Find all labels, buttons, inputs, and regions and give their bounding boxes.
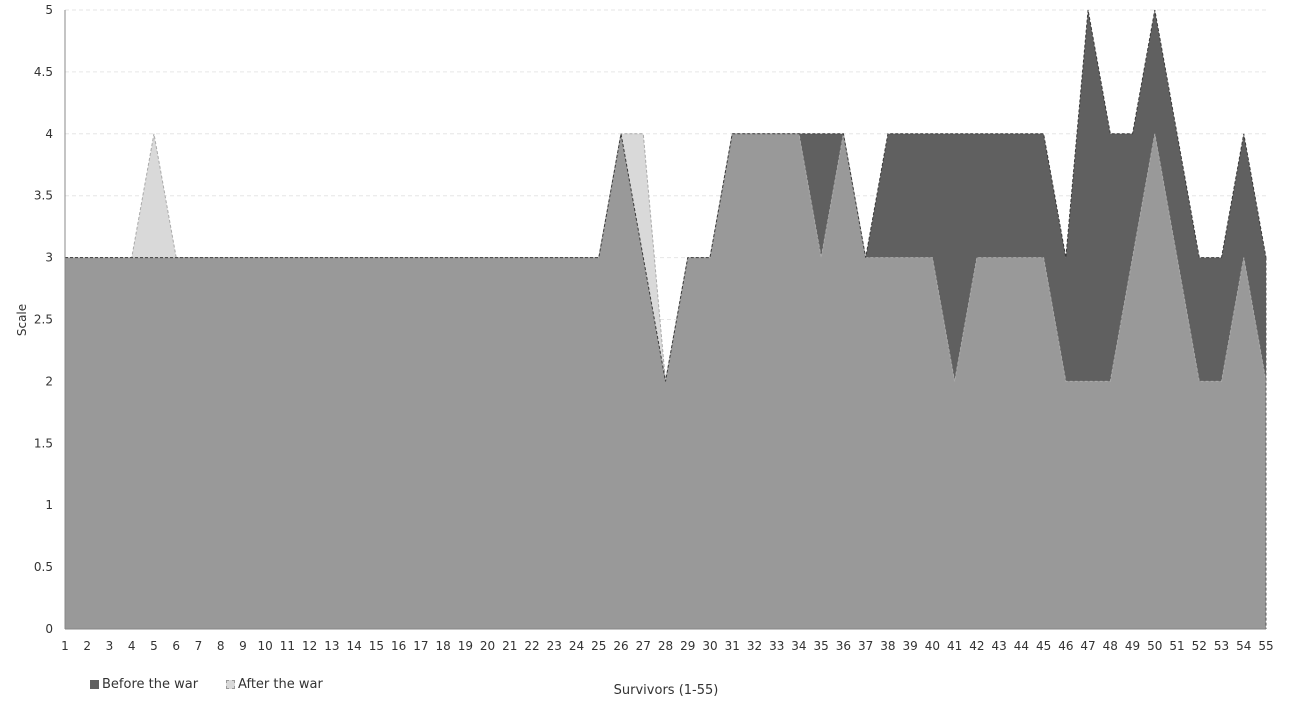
- legend-swatch-before: [90, 680, 99, 689]
- x-tick-label: 47: [1080, 639, 1095, 653]
- x-tick-label: 1: [61, 639, 69, 653]
- y-tick-label: 0: [45, 622, 53, 636]
- chart-axes: [64, 10, 1266, 630]
- x-tick-label: 38: [880, 639, 895, 653]
- x-tick-label: 11: [280, 639, 295, 653]
- y-tick-label: 5: [45, 3, 53, 17]
- x-tick-label: 41: [947, 639, 962, 653]
- x-tick-label: 48: [1103, 639, 1118, 653]
- y-axis-label: Scale: [15, 303, 29, 337]
- x-tick-label: 36: [836, 639, 851, 653]
- x-tick-label: 18: [435, 639, 450, 653]
- x-tick-label: 22: [524, 639, 539, 653]
- line-before-the-war: [65, 9, 1267, 382]
- y-tick-label: 1.5: [34, 436, 53, 450]
- x-tick-label: 45: [1036, 639, 1051, 653]
- x-tick-label: 44: [1014, 639, 1029, 653]
- x-tick-label: 9: [239, 639, 247, 653]
- x-tick-label: 55: [1258, 639, 1273, 653]
- legend-item-before[interactable]: Before the war: [90, 677, 198, 692]
- x-tick-label: 10: [258, 639, 273, 653]
- x-axis-label: Survivors (1-55): [613, 683, 719, 698]
- x-tick-label: 35: [814, 639, 829, 653]
- x-tick-label: 6: [172, 639, 180, 653]
- x-tick-label: 50: [1147, 639, 1162, 653]
- x-tick-label: 15: [369, 639, 384, 653]
- x-tick-labels: 1 2 3 4 5 6 7 8 9 10 11 12 13 14 15 16 17 18 19 20 21 22 23 24 2…: [61, 639, 1273, 653]
- legend-item-after[interactable]: After the war: [226, 677, 323, 692]
- x-tick-label: 33: [769, 639, 784, 653]
- y-tick-label: 4.5: [34, 65, 53, 79]
- x-tick-label: 21: [502, 639, 517, 653]
- x-tick-label: 20: [480, 639, 495, 653]
- y-tick-label: 2: [45, 374, 53, 388]
- x-tick-label: 43: [991, 639, 1006, 653]
- x-tick-label: 25: [591, 639, 606, 653]
- y-tick-labels: 0 0.5 1 1.5 2 2.5 3 3.5 4 4.5 5: [34, 3, 53, 636]
- x-tick-label: 29: [680, 639, 695, 653]
- x-tick-label: 27: [636, 639, 651, 653]
- x-tick-label: 37: [858, 639, 873, 653]
- x-tick-label: 3: [106, 639, 114, 653]
- x-tick-label: 5: [150, 639, 158, 653]
- x-tick-label: 24: [569, 639, 584, 653]
- legend-swatch-after: [226, 680, 236, 689]
- x-tick-label: 2: [83, 639, 91, 653]
- x-tick-label: 39: [903, 639, 918, 653]
- x-tick-label: 7: [195, 639, 203, 653]
- x-tick-label: 49: [1125, 639, 1140, 653]
- y-tick-label: 3.5: [34, 189, 53, 203]
- y-tick-label: 4: [45, 127, 53, 141]
- x-tick-label: 34: [791, 639, 806, 653]
- y-tick-label: 3: [45, 251, 53, 265]
- x-tick-label: 54: [1236, 639, 1251, 653]
- x-tick-label: 13: [324, 639, 339, 653]
- y-tick-label: 2.5: [34, 313, 53, 327]
- x-tick-label: 46: [1058, 639, 1073, 653]
- x-tick-label: 17: [413, 639, 428, 653]
- x-tick-label: 52: [1192, 639, 1207, 653]
- chart-areas: [65, 9, 1267, 630]
- x-tick-label: 4: [128, 639, 136, 653]
- x-tick-label: 32: [747, 639, 762, 653]
- x-tick-label: 12: [302, 639, 317, 653]
- x-tick-label: 28: [658, 639, 673, 653]
- legend-label-before: Before the war: [102, 677, 199, 692]
- legend: Before the war After the war: [90, 677, 323, 692]
- x-tick-label: 8: [217, 639, 225, 653]
- x-tick-label: 16: [391, 639, 406, 653]
- x-tick-label: 30: [702, 639, 717, 653]
- x-tick-label: 19: [458, 639, 473, 653]
- legend-label-after: After the war: [238, 677, 323, 692]
- x-tick-label: 31: [725, 639, 740, 653]
- x-tick-label: 53: [1214, 639, 1229, 653]
- y-tick-label: 0.5: [34, 560, 53, 574]
- x-tick-label: 51: [1169, 639, 1184, 653]
- x-tick-label: 42: [969, 639, 984, 653]
- x-tick-label: 26: [613, 639, 628, 653]
- x-tick-label: 23: [547, 639, 562, 653]
- x-tick-label: 40: [925, 639, 940, 653]
- x-tick-label: 14: [346, 639, 361, 653]
- y-tick-label: 1: [45, 498, 53, 512]
